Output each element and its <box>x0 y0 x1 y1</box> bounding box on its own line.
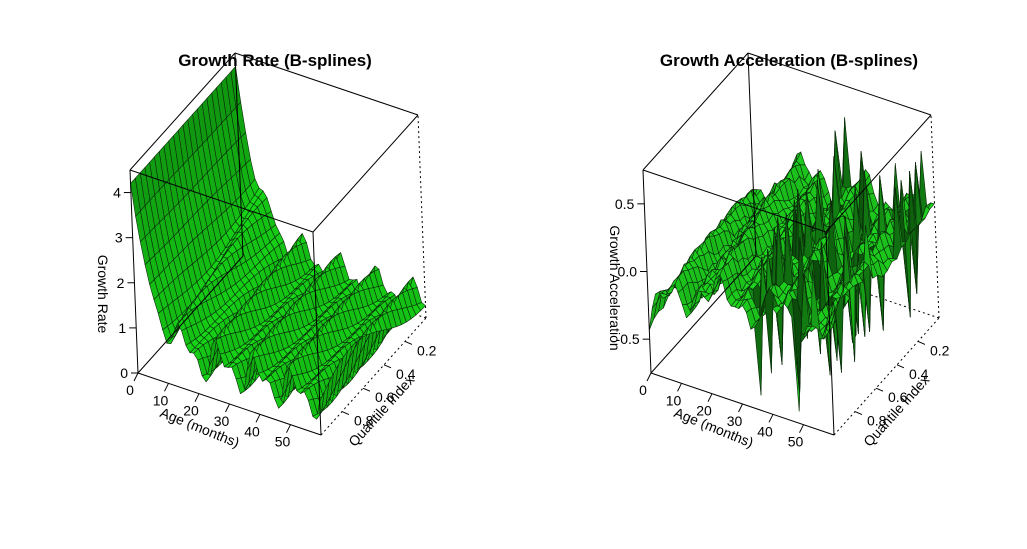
box-edge <box>137 255 244 374</box>
box-edge <box>234 52 244 257</box>
box-edge <box>129 169 314 233</box>
y-tick-mark <box>341 411 350 416</box>
surface-facet <box>649 302 658 331</box>
box-edge <box>747 52 932 116</box>
x-tick-mark <box>738 403 743 413</box>
z-tick-label: 1 <box>118 320 126 336</box>
x-tick-mark <box>799 424 804 433</box>
box-edge-hidden <box>417 114 427 319</box>
x-tick-label: 30 <box>214 413 230 429</box>
y-tick-label: 0.4 <box>909 366 929 382</box>
box-edge <box>650 255 757 374</box>
box-edge <box>312 114 419 233</box>
y-tick-mark <box>362 387 371 392</box>
y-tick-mark <box>404 340 413 345</box>
box-edge <box>825 114 932 233</box>
x-tick-label: 0 <box>126 382 134 398</box>
z-tick-label: 0.0 <box>618 264 638 280</box>
x-tick-label: 0 <box>639 382 647 398</box>
surface-mesh <box>130 65 426 420</box>
y-tick-label: 0.6 <box>888 389 908 405</box>
box-edge <box>129 52 236 171</box>
x-tick-mark <box>707 393 713 402</box>
x-tick-mark <box>133 372 139 382</box>
z-tick-label: 4 <box>113 185 121 201</box>
y-tick-label: 0.4 <box>396 366 416 382</box>
x-tick-label: 30 <box>727 413 743 429</box>
box-edge <box>825 231 835 436</box>
z-tick-label: 2 <box>117 275 125 291</box>
y-tick-mark <box>854 411 863 416</box>
x-tick-mark <box>194 393 200 402</box>
x-tick-mark <box>286 424 291 433</box>
z-tick-label: -0.5 <box>616 331 640 347</box>
box-edge <box>747 52 757 257</box>
box-edge-hidden <box>320 317 427 436</box>
box-edge <box>312 231 322 436</box>
y-tick-label: 0.2 <box>930 342 950 358</box>
y-tick-mark <box>875 387 884 392</box>
x-tick-label: 10 <box>153 392 169 408</box>
x-tick-label: 40 <box>757 423 773 439</box>
axis-ticks: 0 10 20 30 40 50 0.20.40.60.8 -0.5 0.0 0.5 <box>615 196 950 450</box>
y-tick-label: 0.8 <box>354 413 374 429</box>
x-tick-label: 20 <box>696 403 712 419</box>
box-edge <box>642 52 749 171</box>
x-tick-label: 50 <box>788 434 804 450</box>
box-edge <box>129 169 139 374</box>
y-tick-mark <box>917 340 926 345</box>
surface-facet <box>130 177 141 217</box>
chart-title: Growth Acceleration (B-splines) <box>660 51 918 70</box>
box-edge <box>642 169 827 233</box>
box-edge-hidden <box>833 317 940 436</box>
x-tick-label: 20 <box>183 403 199 419</box>
z-tick-label: 0 <box>120 365 128 381</box>
z-tick-label: 3 <box>115 230 123 246</box>
growth-rate-panel: Growth Rate (B-splines) 010203040500.20.… <box>95 51 437 451</box>
chart-title: Growth Rate (B-splines) <box>178 51 372 70</box>
x-tick-mark <box>646 372 652 382</box>
y-tick-label: 0.8 <box>867 413 887 429</box>
z-axis-label: Growth Rate <box>95 255 111 334</box>
x-tick-label: 10 <box>666 392 682 408</box>
box-edge-hidden <box>930 114 940 319</box>
x-tick-label: 40 <box>244 423 260 439</box>
axis-ticks: 0 10 20 30 40 50 0.20.40.60.8 0 1 2 3 4 <box>113 185 437 450</box>
x-tick-mark <box>225 403 230 413</box>
y-tick-mark <box>383 364 392 369</box>
box-edge <box>234 52 419 116</box>
x-tick-mark <box>255 414 261 423</box>
x-tick-mark <box>164 383 169 392</box>
surface-mesh <box>649 117 936 412</box>
x-tick-mark <box>677 383 682 392</box>
y-tick-mark <box>896 364 905 369</box>
x-tick-mark <box>768 414 774 423</box>
y-tick-label: 0.6 <box>375 389 395 405</box>
x-tick-label: 50 <box>275 434 291 450</box>
y-tick-label: 0.2 <box>417 342 437 358</box>
z-tick-label: 0.5 <box>615 196 635 212</box>
z-axis-label: Growth Acceleration <box>607 225 623 350</box>
